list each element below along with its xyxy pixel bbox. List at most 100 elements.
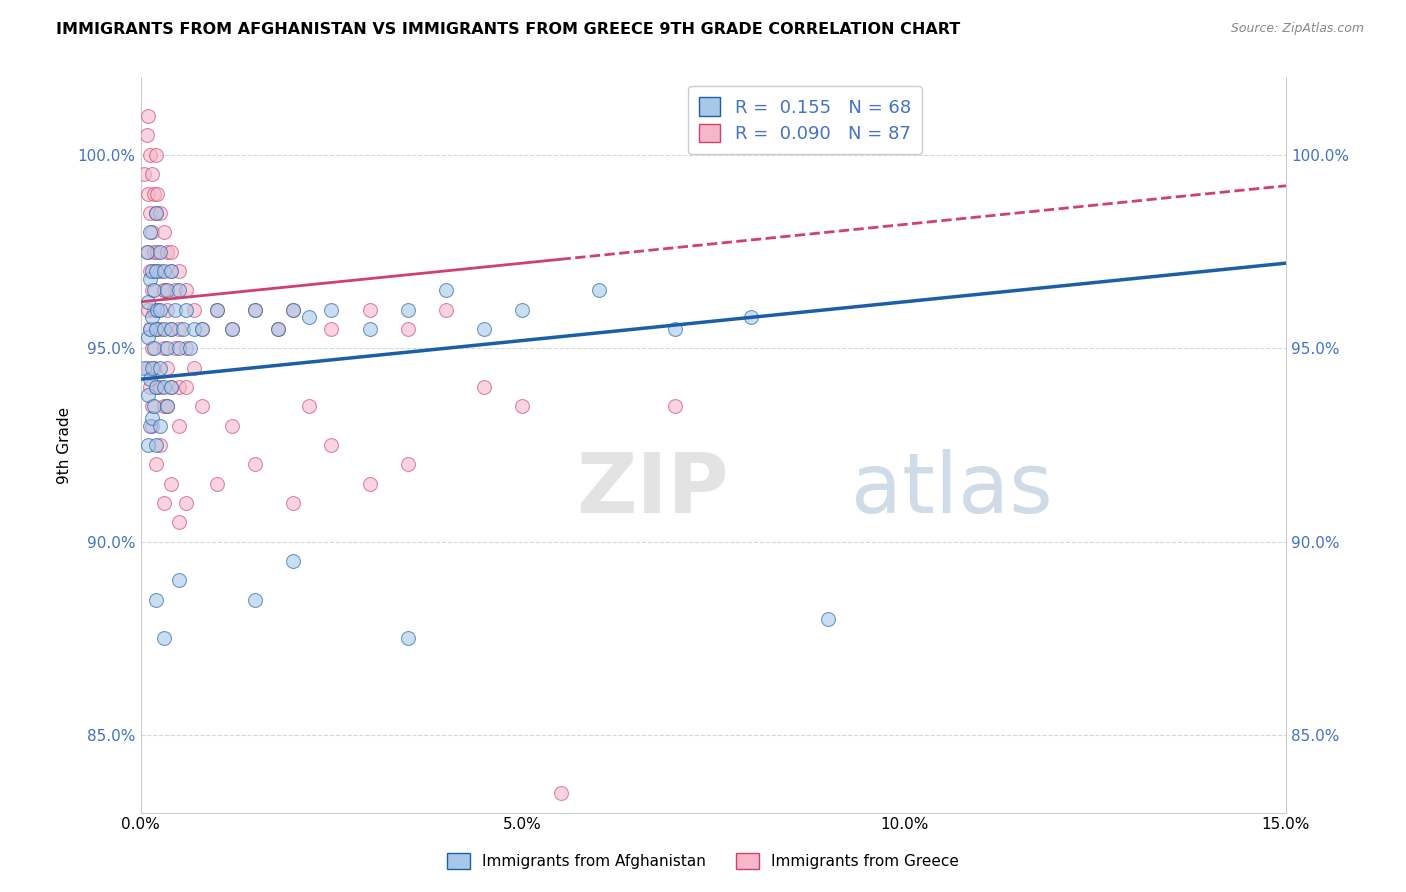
Point xyxy=(163,302,186,317)
Point xyxy=(145,322,167,336)
Point xyxy=(512,399,534,413)
Text: IMMIGRANTS FROM AFGHANISTAN VS IMMIGRANTS FROM GREECE 9TH GRADE CORRELATION CHAR: IMMIGRANTS FROM AFGHANISTAN VS IMMIGRANT… xyxy=(56,22,960,37)
Point xyxy=(283,496,305,510)
Point xyxy=(283,302,305,317)
Point xyxy=(156,399,179,413)
Point xyxy=(550,786,572,800)
Point xyxy=(143,399,166,413)
Point xyxy=(145,206,167,220)
Point xyxy=(817,612,839,626)
Point xyxy=(190,322,212,336)
Point xyxy=(141,225,163,239)
Legend: Immigrants from Afghanistan, Immigrants from Greece: Immigrants from Afghanistan, Immigrants … xyxy=(440,847,966,875)
Point xyxy=(149,206,172,220)
Point xyxy=(167,418,190,433)
Point xyxy=(145,322,167,336)
Point xyxy=(139,148,162,162)
Point xyxy=(205,302,228,317)
Point xyxy=(136,438,159,452)
Point xyxy=(176,302,198,317)
Point xyxy=(396,322,419,336)
Point xyxy=(321,438,343,452)
Point xyxy=(143,302,166,317)
Point xyxy=(141,418,163,433)
Point xyxy=(139,372,162,386)
Point xyxy=(141,399,163,413)
Point xyxy=(152,283,174,297)
Point xyxy=(359,322,381,336)
Point xyxy=(139,271,162,285)
Point xyxy=(136,186,159,201)
Point xyxy=(149,302,172,317)
Point xyxy=(135,128,157,143)
Point xyxy=(359,302,381,317)
Point xyxy=(297,310,319,325)
Point xyxy=(434,283,457,297)
Point xyxy=(160,244,183,259)
Point xyxy=(149,322,172,336)
Point xyxy=(152,225,174,239)
Point xyxy=(145,148,167,162)
Point xyxy=(145,458,167,472)
Point xyxy=(136,244,159,259)
Point xyxy=(152,264,174,278)
Point xyxy=(141,360,163,375)
Point xyxy=(221,418,243,433)
Point xyxy=(183,302,205,317)
Point xyxy=(160,322,183,336)
Point xyxy=(190,399,212,413)
Point xyxy=(139,264,162,278)
Point xyxy=(141,310,163,325)
Point xyxy=(167,264,190,278)
Point xyxy=(152,399,174,413)
Point xyxy=(167,574,190,588)
Point xyxy=(156,302,179,317)
Point xyxy=(176,496,198,510)
Point xyxy=(167,516,190,530)
Point xyxy=(588,283,610,297)
Point xyxy=(176,283,198,297)
Point xyxy=(145,264,167,278)
Point xyxy=(283,302,305,317)
Point xyxy=(139,225,162,239)
Point xyxy=(243,302,266,317)
Point xyxy=(149,418,172,433)
Point xyxy=(141,167,163,181)
Y-axis label: 9th Grade: 9th Grade xyxy=(58,407,72,483)
Point xyxy=(156,244,179,259)
Point xyxy=(149,360,172,375)
Point xyxy=(176,341,198,355)
Text: ZIP: ZIP xyxy=(576,449,728,530)
Point xyxy=(893,109,915,123)
Point xyxy=(146,244,169,259)
Point xyxy=(143,360,166,375)
Point xyxy=(145,264,167,278)
Point xyxy=(267,322,290,336)
Point xyxy=(297,399,319,413)
Point xyxy=(145,592,167,607)
Point xyxy=(160,380,183,394)
Point xyxy=(740,310,762,325)
Point xyxy=(163,283,186,297)
Point xyxy=(152,632,174,646)
Point xyxy=(139,380,162,394)
Point xyxy=(512,302,534,317)
Point xyxy=(139,418,162,433)
Point xyxy=(145,380,167,394)
Point xyxy=(160,380,183,394)
Point xyxy=(145,438,167,452)
Point xyxy=(136,294,159,309)
Point xyxy=(152,380,174,394)
Point xyxy=(160,264,183,278)
Point xyxy=(160,322,183,336)
Point xyxy=(141,341,163,355)
Point xyxy=(139,322,162,336)
Point xyxy=(163,341,186,355)
Point xyxy=(152,322,174,336)
Point xyxy=(145,380,167,394)
Point xyxy=(160,476,183,491)
Point xyxy=(139,206,162,220)
Point xyxy=(139,322,162,336)
Point xyxy=(152,341,174,355)
Point xyxy=(156,283,179,297)
